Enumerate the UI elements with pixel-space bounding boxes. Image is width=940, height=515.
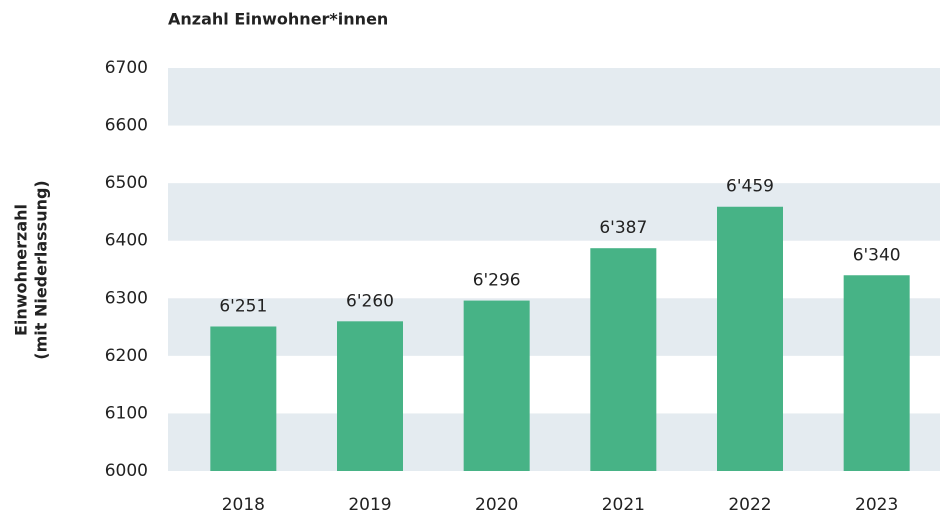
- value-label: 6'251: [219, 296, 267, 316]
- y-tick-label: 6600: [105, 116, 148, 136]
- y-tick-label: 6200: [105, 346, 148, 366]
- bar: [463, 300, 530, 471]
- value-label: 6'296: [473, 271, 521, 291]
- value-label: 6'260: [346, 291, 394, 311]
- x-tick-label: 2023: [855, 495, 898, 515]
- y-tick-label: 6700: [105, 58, 148, 78]
- y-tick-label: 6000: [105, 461, 148, 481]
- bar: [590, 248, 657, 471]
- bar: [337, 321, 403, 471]
- y-tick-label: 6100: [105, 403, 148, 423]
- bar: [717, 206, 783, 472]
- value-label: 6'387: [599, 218, 647, 238]
- grid-band: [168, 183, 940, 241]
- grid-band: [168, 298, 940, 356]
- chart-title: Anzahl Einwohner*innen: [168, 10, 388, 29]
- bar: [210, 326, 277, 471]
- value-label: 6'340: [853, 245, 901, 265]
- x-tick-label: 2020: [475, 495, 518, 515]
- x-tick-label: 2018: [222, 495, 265, 515]
- grid-band: [168, 413, 940, 471]
- x-tick-label: 2022: [728, 495, 771, 515]
- y-tick-label: 6300: [105, 288, 148, 308]
- y-axis-label-line: Einwohnerzahl: [12, 204, 31, 336]
- bar: [843, 275, 910, 471]
- x-tick-label: 2019: [348, 495, 391, 515]
- x-tick-label: 2021: [602, 495, 645, 515]
- value-label: 6'459: [726, 177, 774, 197]
- y-tick-label: 6500: [105, 173, 148, 193]
- grid-band: [168, 68, 940, 126]
- y-axis-label: Einwohnerzahl (mit Niederlassung): [12, 180, 51, 359]
- y-tick-label: 6400: [105, 231, 148, 251]
- y-axis-label-line: (mit Niederlassung): [32, 180, 51, 359]
